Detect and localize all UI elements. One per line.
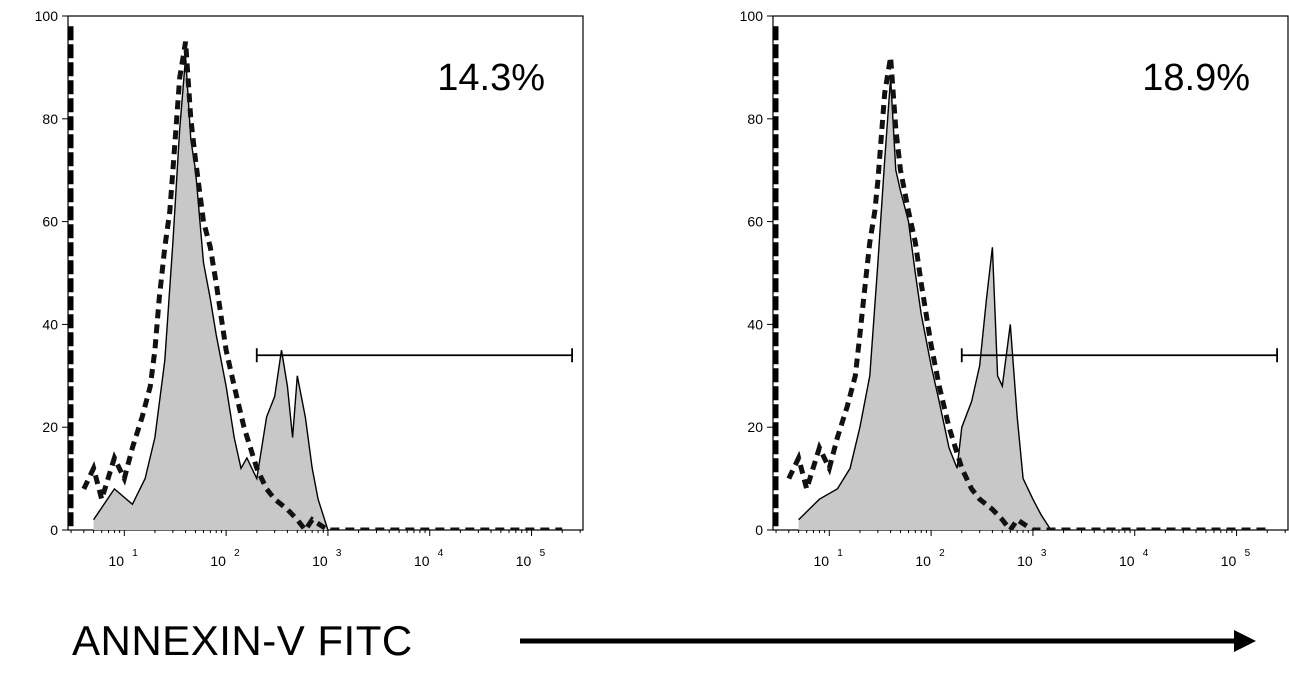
- x-tick-label: 10: [109, 553, 125, 569]
- y-tick-label: 0: [50, 522, 58, 538]
- series-fill: [798, 77, 1051, 530]
- x-tick-label: 10: [1221, 553, 1237, 569]
- series-dashed-line: [81, 41, 563, 530]
- x-tick-label: 10: [312, 553, 328, 569]
- y-tick-label: 80: [747, 111, 763, 127]
- series-filled-outline: [93, 57, 329, 530]
- y-tick-label: 0: [755, 522, 763, 538]
- plot-area: [773, 26, 1268, 530]
- axis-direction-arrow: [520, 630, 1256, 652]
- x-tick-exponent: 1: [132, 548, 138, 559]
- x-tick-label: 10: [210, 553, 226, 569]
- gate-percentage: 18.9%: [1142, 57, 1250, 99]
- x-tick-label: 10: [1017, 553, 1033, 569]
- x-axis-caption: ANNEXIN-V FITC: [72, 617, 413, 664]
- y-tick-label: 40: [747, 316, 763, 332]
- y-tick-label: 60: [747, 214, 763, 230]
- y-tick-label: 100: [35, 8, 59, 24]
- x-tick-exponent: 3: [1041, 548, 1047, 559]
- x-tick-label: 10: [414, 553, 430, 569]
- x-tick-exponent: 5: [1245, 548, 1251, 559]
- y-tick-label: 20: [42, 419, 58, 435]
- x-tick-label: 10: [516, 553, 532, 569]
- y-tick-label: 60: [42, 214, 58, 230]
- x-tick-exponent: 3: [336, 548, 342, 559]
- y-tick-label: 100: [740, 8, 764, 24]
- x-tick-exponent: 5: [540, 548, 546, 559]
- x-tick-exponent: 2: [939, 548, 945, 559]
- x-tick-exponent: 4: [1143, 548, 1149, 559]
- y-tick-label: 20: [747, 419, 763, 435]
- series-dashed-line: [786, 56, 1268, 530]
- x-tick-exponent: 2: [234, 548, 240, 559]
- plot-area: [68, 26, 563, 530]
- x-tick-label: 10: [915, 553, 931, 569]
- histogram-panel-left: 0 20 40 60 80 100 10 1 10 2 10 3 10 4 10 5 14.3%: [35, 8, 584, 569]
- x-tick-exponent: 4: [438, 548, 444, 559]
- x-tick-label: 10: [814, 553, 830, 569]
- histogram-panel-right: 0 20 40 60 80 100 10 1 10 2 10 3 10 4 10 5 18.9%: [740, 8, 1289, 569]
- gate-percentage: 14.3%: [437, 57, 545, 99]
- x-tick-label: 10: [1119, 553, 1135, 569]
- series-filled-outline: [798, 77, 1052, 530]
- y-tick-label: 40: [42, 316, 58, 332]
- y-tick-label: 80: [42, 111, 58, 127]
- x-tick-exponent: 1: [837, 548, 843, 559]
